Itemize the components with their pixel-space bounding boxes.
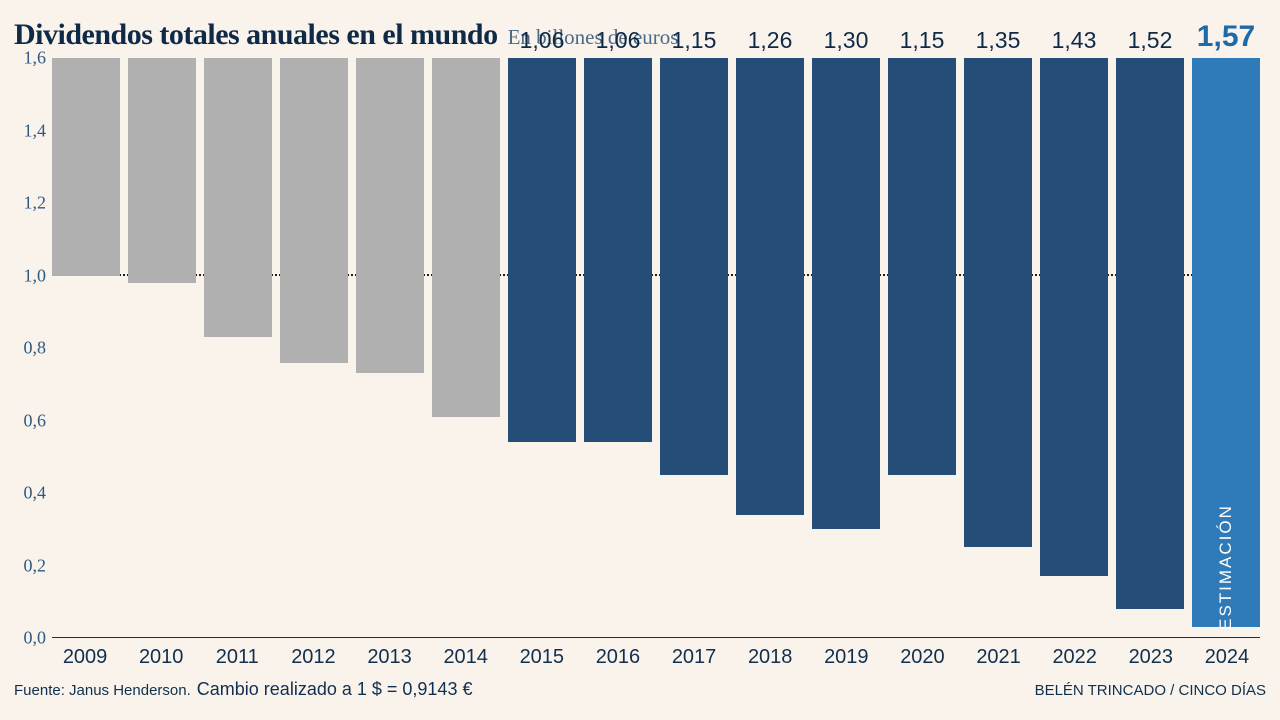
y-tick: 0,0 [24,628,47,649]
x-tick-label: 2009 [52,646,118,669]
bar-value-label: 1,26 [748,27,793,54]
bar-value-label: 1,35 [976,27,1021,54]
bar: 1,06 [584,58,652,442]
bar-value-label: 1,52 [1128,27,1173,54]
bar-slot [204,58,272,638]
y-tick: 1,0 [24,265,47,286]
footer-note: Cambio realizado a 1 $ = 0,9143 € [197,679,473,700]
x-tick-label: 2011 [204,646,270,669]
y-tick: 0,2 [24,555,47,576]
bar [52,58,120,276]
bar-slot [356,58,424,638]
bar: 1,15 [888,58,956,475]
bar-slot: 1,43 [1040,58,1108,638]
bar-value-label: 1,57 [1197,20,1255,54]
x-tick-label: 2021 [966,646,1032,669]
x-tick-label: 2023 [1118,646,1184,669]
bar-slot: 1,06 [508,58,576,638]
footer-credit: BELÉN TRINCADO / CINCO DÍAS [1035,682,1266,699]
bar-value-label: 1,15 [900,27,945,54]
bar-slot: 1,35 [964,58,1032,638]
bar-slot: 1,06 [584,58,652,638]
y-tick: 1,4 [24,120,47,141]
x-tick-label: 2010 [128,646,194,669]
bar [128,58,196,283]
x-tick-label: 2016 [585,646,651,669]
bar-slot: 1,15 [888,58,956,638]
bar: 1,26 [736,58,804,515]
bar-value-label: 1,06 [520,27,565,54]
y-axis: 0,00,20,40,60,81,01,21,41,6 [14,58,52,638]
bar-slot: 1,26 [736,58,804,638]
chart-container: Dividendos totales anuales en el mundo E… [0,0,1280,720]
x-tick-label: 2017 [661,646,727,669]
bar [432,58,500,417]
bar: 1,57ESTIMACIÓN [1192,58,1260,627]
x-tick-label: 2022 [1042,646,1108,669]
bar: 1,35 [964,58,1032,547]
x-tick-label: 2024 [1194,646,1260,669]
x-baseline [52,637,1260,638]
bar-slot: 1,15 [660,58,728,638]
bar: 1,15 [660,58,728,475]
x-tick-label: 2015 [509,646,575,669]
bars-group: 1,061,061,151,261,301,151,351,431,521,57… [52,58,1260,638]
bar-value-label: 1,30 [824,27,869,54]
y-tick: 1,6 [24,48,47,69]
bar: 1,52 [1116,58,1184,609]
bar [204,58,272,337]
bar-slot [52,58,120,638]
bar-slot: 1,52 [1116,58,1184,638]
x-tick-label: 2014 [433,646,499,669]
bar-value-label: 1,15 [672,27,717,54]
bar-slot [432,58,500,638]
x-tick-label: 2013 [357,646,423,669]
bar-slot [280,58,348,638]
bar: 1,43 [1040,58,1108,576]
y-tick: 0,6 [24,410,47,431]
y-tick: 1,2 [24,193,47,214]
bar: 1,30 [812,58,880,529]
plot-area: 0,00,20,40,60,81,01,21,41,6 1,061,061,15… [52,58,1260,638]
bar-value-label: 1,43 [1052,27,1097,54]
x-tick-label: 2018 [737,646,803,669]
y-tick: 0,8 [24,338,47,359]
x-axis-labels: 2009 2010 2011 2012 2013 2014 2015 2016 2017 2018… [52,646,1260,669]
chart-title: Dividendos totales anuales en el mundo [14,18,498,52]
x-tick-label: 2012 [280,646,346,669]
bar-annotation: ESTIMACIÓN [1216,504,1236,630]
chart-footer: Fuente: Janus Henderson. Cambio realizad… [14,679,1266,700]
bar-slot: 1,30 [812,58,880,638]
x-tick-label: 2020 [889,646,955,669]
bar: 1,06 [508,58,576,442]
bar [280,58,348,363]
footer-source: Fuente: Janus Henderson. [14,682,191,699]
y-tick: 0,4 [24,483,47,504]
x-tick-label: 2019 [813,646,879,669]
bar-slot: 1,57ESTIMACIÓN [1192,58,1260,638]
bar-value-label: 1,06 [596,27,641,54]
bar-slot [128,58,196,638]
bar [356,58,424,373]
